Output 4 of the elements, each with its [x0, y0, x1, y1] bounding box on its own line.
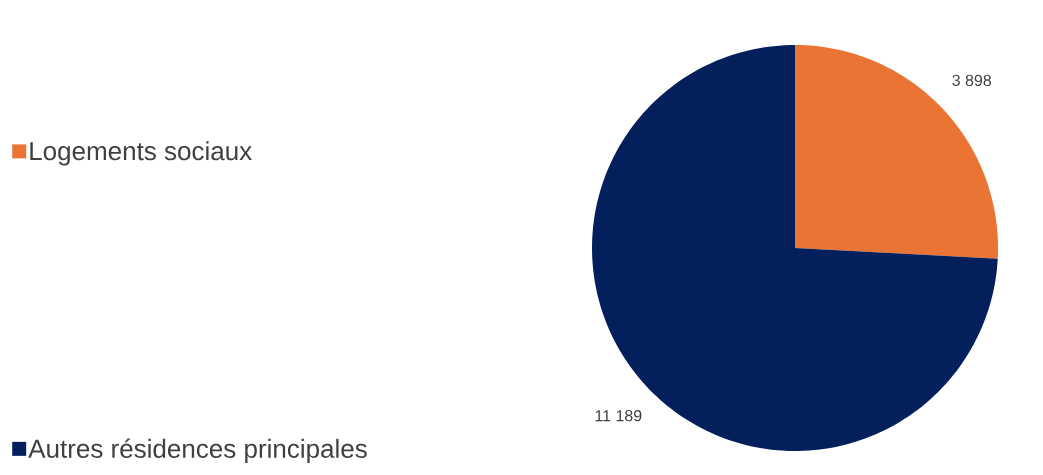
legend-label: Autres résidences principales	[28, 438, 367, 464]
legend-label: Logements sociaux	[30, 141, 252, 166]
data-label: 3 898	[952, 74, 992, 86]
data-label: 11 189	[595, 410, 642, 422]
